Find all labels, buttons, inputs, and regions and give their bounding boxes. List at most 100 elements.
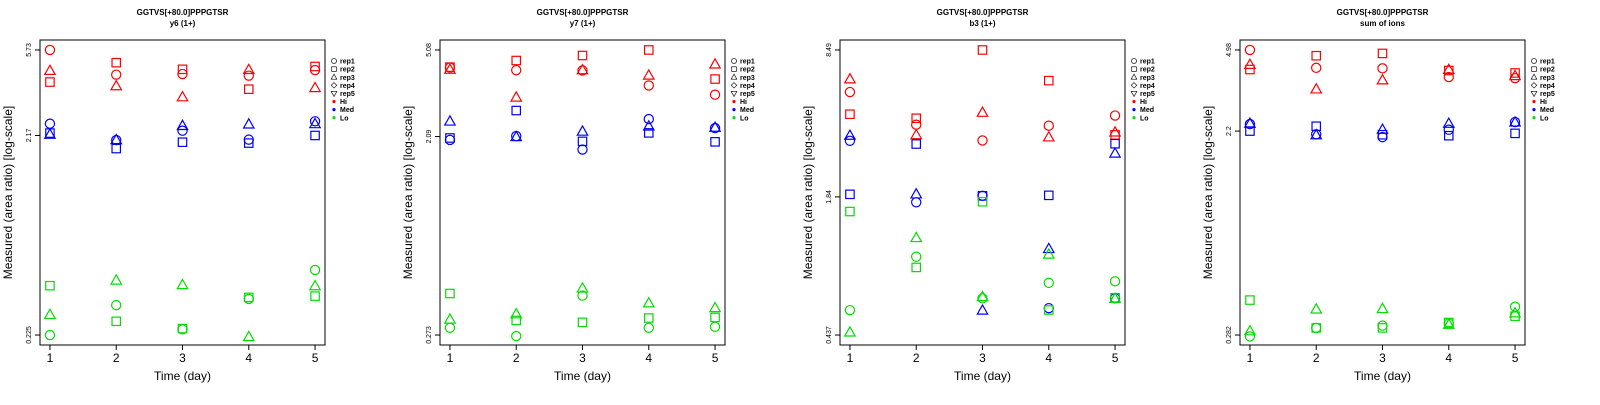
legend-marker-rep2 <box>1531 66 1537 72</box>
legend-label-rep4: rep4 <box>340 83 355 90</box>
y-axis-label: Measured (area ratio) [log-scale] <box>801 106 815 279</box>
data-point-hi-rep2 <box>511 55 522 66</box>
data-point-med-rep1 <box>177 125 188 136</box>
legend-marker-rep3 <box>730 73 738 80</box>
data-point-lo-rep2 <box>111 316 122 327</box>
data-point-hi-rep3 <box>176 90 189 102</box>
data-point-hi-rep3 <box>443 62 457 74</box>
data-point-med-rep3 <box>43 127 57 139</box>
legend-marker-rep5 <box>730 91 738 98</box>
data-point-hi-rep3 <box>642 68 656 80</box>
legend-label-rep3: rep3 <box>740 75 755 82</box>
legend-label-rep5: rep5 <box>1140 91 1155 98</box>
legend-marker-med <box>332 108 336 112</box>
data-point-med-rep2 <box>577 136 588 147</box>
y-tick-label: 5.08 <box>426 43 433 57</box>
legend-marker-lo <box>332 116 336 120</box>
data-point-lo-rep3 <box>1376 302 1389 314</box>
data-point-hi-rep2 <box>1377 48 1388 59</box>
data-point-hi-rep3 <box>1508 69 1522 81</box>
data-point-lo-rep3 <box>1042 247 1056 259</box>
legend-marker-rep3 <box>1530 73 1538 80</box>
legend-label-lo: Lo <box>340 115 349 122</box>
legend-label-rep4: rep4 <box>1540 83 1555 90</box>
y-tick-label: 8.49 <box>826 43 833 57</box>
legend-label-rep3: rep3 <box>340 75 355 82</box>
x-tick-label: 3 <box>979 351 986 365</box>
data-point-med-rep1 <box>844 135 856 146</box>
data-point-med-rep3 <box>109 133 123 145</box>
legend-marker-lo <box>1532 116 1536 120</box>
data-point-lo-rep2 <box>577 317 588 328</box>
data-point-med-rep1 <box>309 116 321 127</box>
data-point-hi-rep1 <box>1043 120 1054 131</box>
data-point-lo-rep3 <box>242 330 256 342</box>
chart-subtitle: y6 (1+) <box>170 19 196 28</box>
data-point-hi-rep2 <box>845 109 855 120</box>
legend-label-lo: Lo <box>1540 115 1549 122</box>
legend-marker-rep1 <box>331 58 337 64</box>
data-point-med-rep2 <box>177 137 188 148</box>
data-point-med-rep3 <box>576 124 589 136</box>
data-point-lo-rep1 <box>977 293 988 304</box>
x-tick-label: 2 <box>113 351 120 365</box>
data-point-med-rep2 <box>1377 129 1388 140</box>
data-point-hi-rep2 <box>1245 64 1255 75</box>
data-point-med-rep2 <box>1443 130 1454 141</box>
data-point-med-rep1 <box>1043 302 1054 314</box>
data-point-med-rep3 <box>308 117 322 129</box>
x-tick-label: 4 <box>645 351 652 365</box>
data-point-hi-rep3 <box>509 90 523 102</box>
data-point-lo-rep3 <box>1243 324 1257 336</box>
y-tick-label: 0.282 <box>1226 326 1233 344</box>
x-axis-label: Time (day) <box>954 369 1011 383</box>
legend-marker-rep4 <box>730 82 738 89</box>
data-point-med-rep3 <box>976 303 989 315</box>
data-point-lo-rep1 <box>709 321 721 333</box>
legend-marker-rep4 <box>1130 82 1138 89</box>
legend-marker-rep3 <box>1130 73 1138 80</box>
plot-frame <box>1239 39 1526 346</box>
legend-label-rep4: rep4 <box>740 83 755 90</box>
data-point-med-rep3 <box>843 128 857 140</box>
data-point-lo-rep1 <box>643 322 654 333</box>
data-point-lo-rep3 <box>43 308 57 320</box>
data-point-lo-rep3 <box>1508 306 1522 318</box>
data-point-hi-rep3 <box>1243 57 1257 69</box>
data-point-med-rep3 <box>1376 122 1389 134</box>
data-point-hi-rep3 <box>109 79 123 91</box>
data-point-med-rep1 <box>1443 124 1454 135</box>
legend-label-rep2: rep2 <box>1140 67 1155 74</box>
x-tick-label: 2 <box>1313 351 1320 365</box>
legend-label-rep5: rep5 <box>1540 91 1555 98</box>
legend-marker-rep5 <box>1130 91 1138 98</box>
plot-frame <box>839 39 1126 346</box>
legend-marker-rep4 <box>330 82 338 89</box>
data-point-lo-rep2 <box>1043 305 1054 315</box>
chart-title: GGTVS[+80.0]PPPGTSR <box>537 8 629 17</box>
legend-label-rep1: rep1 <box>1140 59 1155 66</box>
y-axis-label: Measured (area ratio) [log-scale] <box>1201 106 1215 279</box>
data-point-hi-rep1 <box>511 64 522 76</box>
data-point-med-rep1 <box>911 197 922 208</box>
data-point-med-rep1 <box>709 122 721 134</box>
data-point-lo-rep3 <box>509 307 523 319</box>
data-point-med-rep2 <box>111 143 122 154</box>
legend-label-rep3: rep3 <box>1140 75 1155 82</box>
data-point-lo-rep2 <box>310 291 320 301</box>
data-point-hi-rep1 <box>309 64 321 76</box>
data-point-lo-rep1 <box>1109 276 1121 287</box>
data-point-hi-rep1 <box>911 119 922 130</box>
data-point-lo-rep1 <box>1377 320 1388 331</box>
data-point-lo-rep2 <box>243 292 254 303</box>
data-point-lo-rep2 <box>1311 323 1322 333</box>
chart-title: GGTVS[+80.0]PPPGTSR <box>137 8 229 17</box>
x-tick-label: 2 <box>913 351 920 365</box>
x-tick-label: 5 <box>712 351 719 365</box>
data-point-lo-rep1 <box>1509 301 1521 312</box>
legend-marker-med <box>1532 108 1536 112</box>
data-point-hi-rep2 <box>1510 68 1520 78</box>
x-tick-label: 3 <box>579 351 586 365</box>
legend-marker-rep2 <box>731 66 737 72</box>
